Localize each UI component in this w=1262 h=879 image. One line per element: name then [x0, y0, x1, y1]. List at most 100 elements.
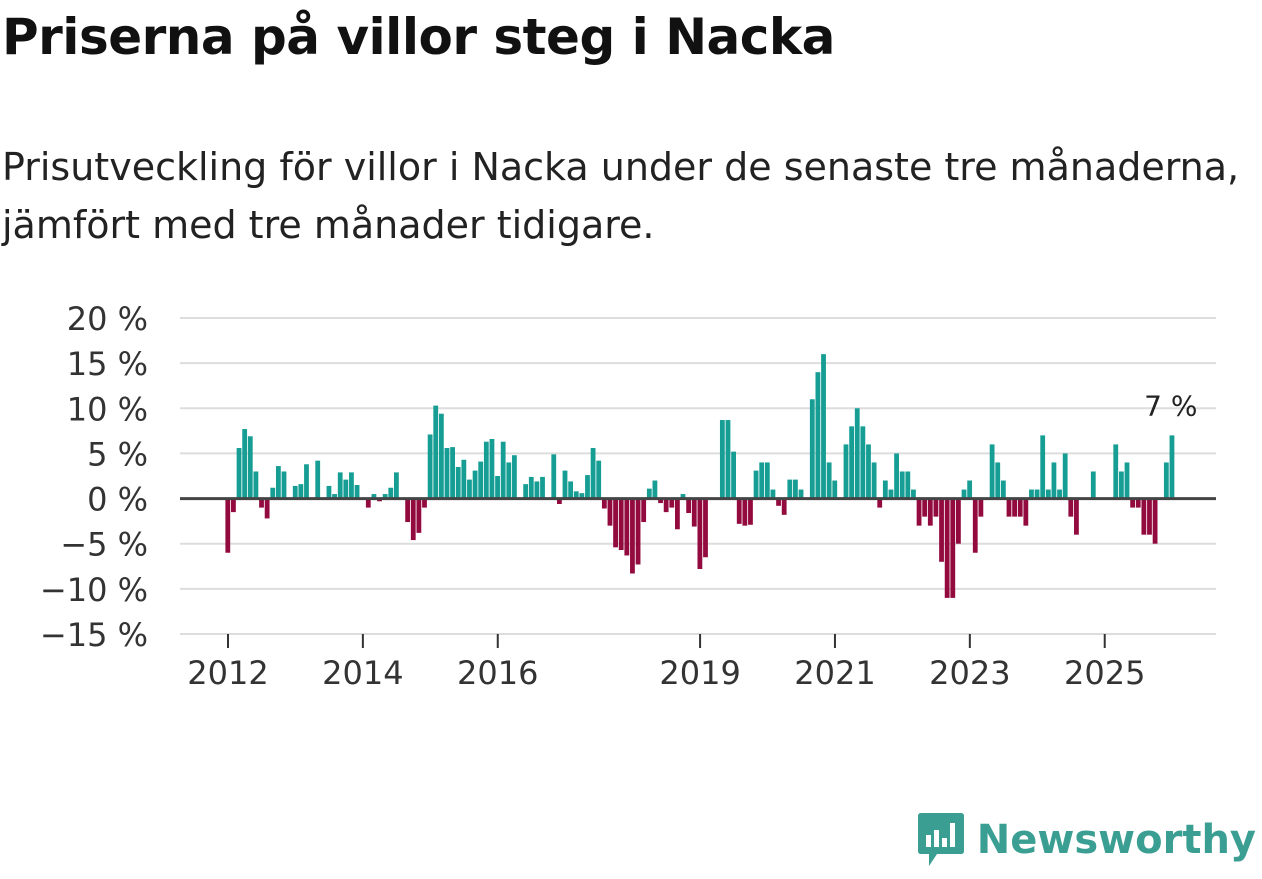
bar — [1045, 489, 1051, 499]
x-tick-label: 2023 — [929, 654, 1010, 692]
bar — [1090, 471, 1096, 499]
bar — [860, 426, 866, 499]
bar — [270, 487, 276, 499]
bar — [663, 498, 669, 513]
bar — [916, 498, 922, 526]
bar — [843, 444, 849, 499]
bar — [551, 454, 557, 499]
newsworthy-logo-icon — [917, 813, 964, 866]
bar — [826, 462, 832, 499]
bar — [922, 498, 928, 517]
bar — [315, 460, 321, 499]
bar — [332, 494, 337, 499]
bar — [944, 498, 950, 598]
bar — [1074, 498, 1079, 535]
bar — [686, 498, 692, 514]
bar — [933, 498, 939, 517]
bar — [618, 498, 624, 551]
bar — [422, 498, 427, 508]
bar — [388, 487, 394, 499]
bar — [703, 498, 708, 558]
bar — [658, 498, 663, 504]
bar — [1040, 435, 1046, 499]
bar — [1006, 498, 1012, 517]
bar — [731, 451, 736, 499]
bar — [349, 472, 354, 499]
y-tick-label: 5 % — [87, 435, 148, 473]
bar — [680, 494, 686, 499]
bar — [365, 498, 371, 508]
bar — [1023, 498, 1029, 526]
bar — [725, 420, 731, 499]
bar — [281, 471, 287, 499]
bar — [343, 479, 349, 499]
bar — [877, 498, 883, 508]
bar — [1029, 489, 1034, 499]
bar — [882, 480, 888, 499]
bar — [495, 476, 500, 499]
bar — [236, 448, 242, 499]
bar — [815, 372, 821, 499]
bar — [641, 498, 647, 523]
bar — [259, 498, 264, 508]
bar — [326, 485, 332, 499]
bar — [483, 441, 489, 499]
bar — [534, 481, 540, 499]
bar — [939, 498, 944, 562]
bar — [866, 444, 871, 499]
bar — [764, 462, 770, 499]
bar — [793, 479, 798, 499]
bar — [1135, 498, 1141, 508]
bar — [776, 498, 781, 506]
bar — [781, 498, 787, 515]
bar — [382, 494, 388, 499]
bar — [506, 462, 512, 499]
bar — [630, 498, 635, 574]
bar — [753, 470, 759, 499]
bar — [1051, 462, 1057, 499]
bar — [759, 462, 765, 499]
bar — [652, 480, 658, 499]
bar — [523, 484, 529, 499]
bar — [1113, 444, 1119, 499]
bar — [849, 426, 855, 499]
bar — [899, 471, 905, 499]
bar — [770, 489, 776, 499]
bar — [371, 494, 377, 499]
bar — [298, 484, 304, 499]
bar — [787, 479, 793, 499]
bar — [292, 485, 298, 499]
bar — [573, 491, 579, 499]
bar — [478, 461, 484, 499]
y-tick-label: −15 % — [40, 616, 148, 654]
bar — [1057, 489, 1062, 499]
bar — [601, 498, 607, 509]
bar — [905, 471, 911, 499]
brand-name: Newsworthy — [976, 817, 1256, 863]
bar — [871, 462, 877, 499]
bar — [1169, 435, 1175, 499]
bar — [742, 498, 748, 526]
bar — [832, 480, 838, 499]
bar — [512, 455, 517, 499]
y-tick-label: −5 % — [60, 526, 148, 564]
bar — [562, 470, 568, 499]
y-tick-label: −10 % — [40, 571, 148, 609]
bar — [337, 472, 343, 499]
bar — [607, 498, 613, 526]
bar — [798, 489, 804, 499]
bar — [231, 498, 236, 513]
bar — [1124, 462, 1130, 499]
bar-chart: 20 % 15 % 10 % 5 % 0 % −5 % −10 % −15 % 2012 2014… — [40, 300, 1216, 692]
bar — [1062, 453, 1068, 499]
x-tick-label: 2021 — [794, 654, 875, 692]
bar — [613, 498, 618, 548]
bar — [956, 498, 961, 544]
bar — [354, 485, 360, 499]
y-tick-label: 0 % — [87, 481, 148, 519]
bar — [1012, 498, 1017, 517]
bar — [635, 498, 641, 565]
bar — [405, 498, 411, 523]
bar — [225, 498, 231, 553]
bar — [455, 466, 461, 499]
